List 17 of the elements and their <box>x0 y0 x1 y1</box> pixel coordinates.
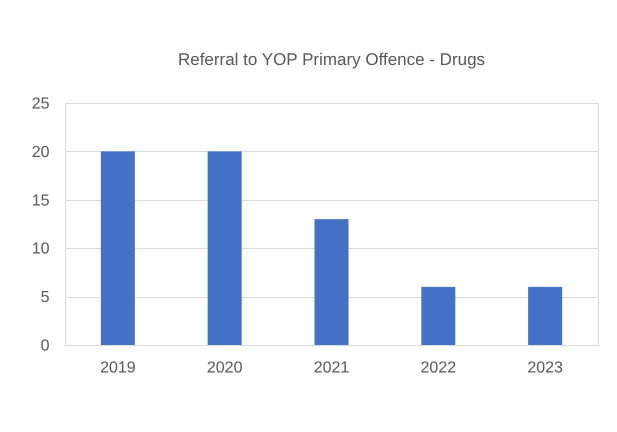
x-tick-label: 2023 <box>527 360 564 376</box>
y-tick-label: 10 <box>32 240 50 258</box>
y-tick-label: 0 <box>40 338 50 354</box>
y-tick-label: 5 <box>40 289 50 306</box>
y-tick-label: 15 <box>32 192 50 210</box>
bar <box>208 151 242 345</box>
chart-title: Referral to YOP Primary Offence - Drugs <box>178 50 486 69</box>
x-tick-label: 2022 <box>420 360 456 376</box>
y-tick-label: 25 <box>32 96 50 112</box>
bar <box>100 151 135 345</box>
x-tick-label: 2019 <box>100 360 136 376</box>
bar <box>421 286 456 345</box>
y-tick-label: 20 <box>32 144 50 161</box>
x-tick-label: 2021 <box>314 360 350 376</box>
bar <box>314 219 348 345</box>
bar <box>528 286 562 345</box>
x-tick-label: 2020 <box>206 360 243 376</box>
